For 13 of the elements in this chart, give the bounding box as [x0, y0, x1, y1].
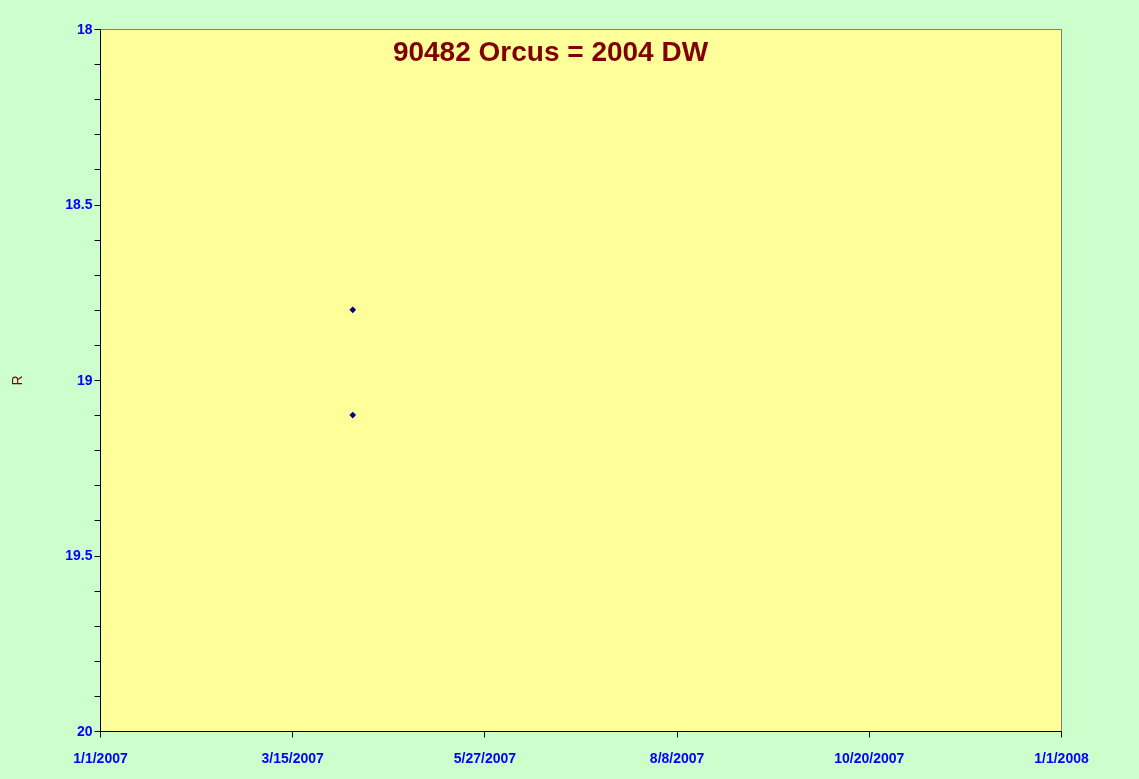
y-tick-label: 19.5: [65, 547, 93, 563]
chart-title: 90482 Orcus = 2004 DW: [392, 36, 709, 67]
x-tick-label: 8/8/2007: [649, 749, 705, 766]
x-tick-label: 5/27/2007: [453, 749, 517, 766]
y-tick-label: 18.5: [65, 196, 93, 212]
x-tick-label: 3/15/2007: [261, 749, 325, 766]
y-tick-label: 19: [76, 371, 93, 388]
x-tick-label: 1/1/2008: [1034, 749, 1089, 766]
y-axis-title: R: [9, 375, 26, 386]
x-tick-label: 10/20/2007: [834, 749, 905, 766]
x-tick-label: 1/1/2007: [73, 749, 128, 766]
y-tick-label: 18: [76, 20, 93, 37]
y-tick-label: 20: [76, 722, 93, 739]
